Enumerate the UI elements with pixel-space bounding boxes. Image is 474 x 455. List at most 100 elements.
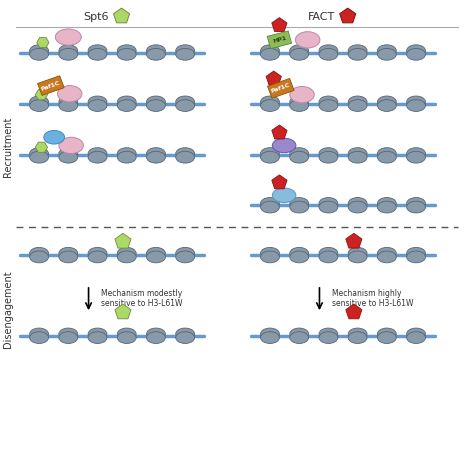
Ellipse shape	[59, 101, 78, 112]
Ellipse shape	[30, 49, 48, 61]
Ellipse shape	[59, 138, 83, 154]
Ellipse shape	[176, 97, 195, 109]
Ellipse shape	[407, 152, 426, 164]
Ellipse shape	[407, 148, 426, 160]
Ellipse shape	[261, 329, 279, 340]
Ellipse shape	[319, 49, 338, 61]
Text: Paf1C: Paf1C	[40, 80, 61, 91]
Ellipse shape	[348, 252, 367, 263]
Ellipse shape	[30, 332, 48, 344]
Ellipse shape	[117, 248, 136, 260]
Ellipse shape	[377, 198, 396, 210]
Ellipse shape	[377, 202, 396, 213]
Polygon shape	[272, 19, 287, 32]
Text: Chd1: Chd1	[275, 144, 293, 149]
Ellipse shape	[290, 248, 309, 260]
Ellipse shape	[88, 329, 107, 340]
Polygon shape	[37, 76, 64, 96]
Ellipse shape	[319, 46, 338, 57]
Ellipse shape	[59, 252, 78, 263]
Ellipse shape	[176, 332, 195, 344]
Ellipse shape	[377, 49, 396, 61]
Polygon shape	[346, 304, 362, 319]
Ellipse shape	[290, 152, 309, 164]
Polygon shape	[266, 72, 282, 86]
Ellipse shape	[295, 33, 320, 49]
Ellipse shape	[348, 329, 367, 340]
Ellipse shape	[377, 101, 396, 112]
Ellipse shape	[146, 148, 165, 160]
Ellipse shape	[59, 332, 78, 344]
Ellipse shape	[290, 202, 309, 213]
Ellipse shape	[30, 46, 48, 57]
Text: Pol II: Pol II	[60, 91, 80, 97]
Ellipse shape	[146, 97, 165, 109]
Ellipse shape	[348, 49, 367, 61]
Ellipse shape	[261, 248, 279, 260]
Ellipse shape	[290, 329, 309, 340]
Ellipse shape	[261, 46, 279, 57]
Ellipse shape	[348, 97, 367, 109]
Ellipse shape	[117, 46, 136, 57]
Ellipse shape	[377, 152, 396, 164]
Ellipse shape	[117, 332, 136, 344]
Ellipse shape	[348, 46, 367, 57]
Ellipse shape	[290, 46, 309, 57]
Ellipse shape	[59, 97, 78, 109]
Ellipse shape	[377, 148, 396, 160]
Polygon shape	[36, 91, 47, 101]
Ellipse shape	[117, 97, 136, 109]
Ellipse shape	[377, 329, 396, 340]
Ellipse shape	[407, 329, 426, 340]
Polygon shape	[113, 9, 129, 24]
Ellipse shape	[59, 248, 78, 260]
Ellipse shape	[407, 97, 426, 109]
Polygon shape	[115, 304, 131, 319]
Ellipse shape	[273, 189, 296, 203]
Ellipse shape	[88, 148, 107, 160]
Polygon shape	[340, 9, 356, 24]
Ellipse shape	[88, 248, 107, 260]
Ellipse shape	[30, 148, 48, 160]
Ellipse shape	[88, 252, 107, 263]
Polygon shape	[346, 234, 362, 248]
Ellipse shape	[319, 101, 338, 112]
Ellipse shape	[319, 248, 338, 260]
Ellipse shape	[290, 252, 309, 263]
Ellipse shape	[261, 202, 279, 213]
Ellipse shape	[261, 148, 279, 160]
Ellipse shape	[117, 329, 136, 340]
Ellipse shape	[146, 252, 165, 263]
Ellipse shape	[261, 332, 279, 344]
Ellipse shape	[30, 97, 48, 109]
Polygon shape	[272, 176, 287, 189]
Text: FACT: FACT	[308, 12, 336, 22]
Ellipse shape	[407, 332, 426, 344]
Ellipse shape	[176, 46, 195, 57]
Text: Spt6: Spt6	[83, 12, 109, 22]
Ellipse shape	[146, 101, 165, 112]
Ellipse shape	[319, 332, 338, 344]
Ellipse shape	[348, 202, 367, 213]
Ellipse shape	[290, 148, 309, 160]
Ellipse shape	[377, 97, 396, 109]
Ellipse shape	[348, 148, 367, 160]
Ellipse shape	[261, 97, 279, 109]
Text: Pol II: Pol II	[61, 143, 81, 149]
Polygon shape	[36, 38, 49, 49]
Ellipse shape	[319, 198, 338, 210]
Ellipse shape	[59, 329, 78, 340]
Text: Pol II: Pol II	[292, 92, 312, 98]
Polygon shape	[115, 234, 131, 248]
Ellipse shape	[290, 97, 309, 109]
Ellipse shape	[146, 329, 165, 340]
Ellipse shape	[319, 252, 338, 263]
Ellipse shape	[407, 252, 426, 263]
Ellipse shape	[57, 86, 82, 103]
Ellipse shape	[407, 101, 426, 112]
Ellipse shape	[59, 49, 78, 61]
Ellipse shape	[261, 198, 279, 210]
Ellipse shape	[290, 49, 309, 61]
Ellipse shape	[290, 87, 314, 104]
Text: Mechanism modestly
sensitive to H3-L61W: Mechanism modestly sensitive to H3-L61W	[101, 288, 183, 308]
